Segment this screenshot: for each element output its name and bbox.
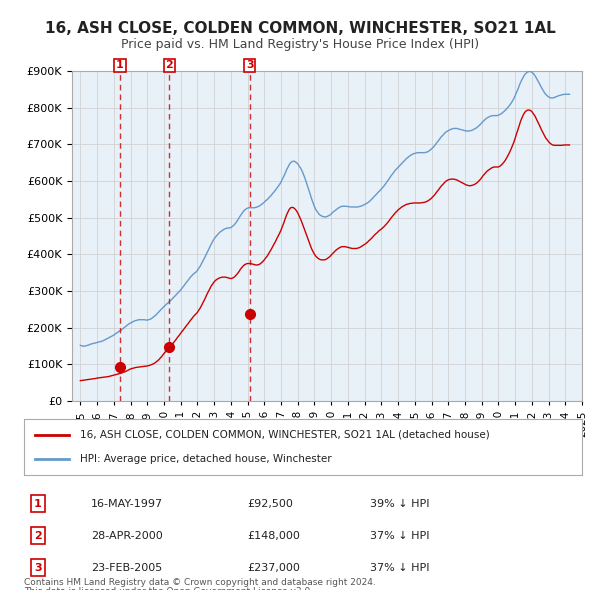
Text: 16, ASH CLOSE, COLDEN COMMON, WINCHESTER, SO21 1AL (detached house): 16, ASH CLOSE, COLDEN COMMON, WINCHESTER…: [80, 430, 490, 440]
Text: Contains HM Land Registry data © Crown copyright and database right 2024.: Contains HM Land Registry data © Crown c…: [24, 578, 376, 587]
Text: 16, ASH CLOSE, COLDEN COMMON, WINCHESTER, SO21 1AL: 16, ASH CLOSE, COLDEN COMMON, WINCHESTER…: [44, 21, 556, 35]
Text: HPI: Average price, detached house, Winchester: HPI: Average price, detached house, Winc…: [80, 454, 331, 464]
Text: 37% ↓ HPI: 37% ↓ HPI: [370, 530, 430, 540]
Text: 16-MAY-1997: 16-MAY-1997: [91, 499, 163, 509]
Text: 28-APR-2000: 28-APR-2000: [91, 530, 163, 540]
Text: 2: 2: [166, 60, 173, 70]
Text: 37% ↓ HPI: 37% ↓ HPI: [370, 563, 430, 572]
Text: 3: 3: [34, 563, 42, 572]
Text: 2: 2: [34, 530, 42, 540]
Text: 1: 1: [34, 499, 42, 509]
Text: 3: 3: [246, 60, 254, 70]
Text: £148,000: £148,000: [247, 530, 300, 540]
Text: This data is licensed under the Open Government Licence v3.0.: This data is licensed under the Open Gov…: [24, 587, 313, 590]
Text: 39% ↓ HPI: 39% ↓ HPI: [370, 499, 430, 509]
Text: Price paid vs. HM Land Registry's House Price Index (HPI): Price paid vs. HM Land Registry's House …: [121, 38, 479, 51]
Text: 23-FEB-2005: 23-FEB-2005: [91, 563, 162, 572]
Text: 1: 1: [116, 60, 124, 70]
Text: £92,500: £92,500: [247, 499, 293, 509]
Text: £237,000: £237,000: [247, 563, 300, 572]
